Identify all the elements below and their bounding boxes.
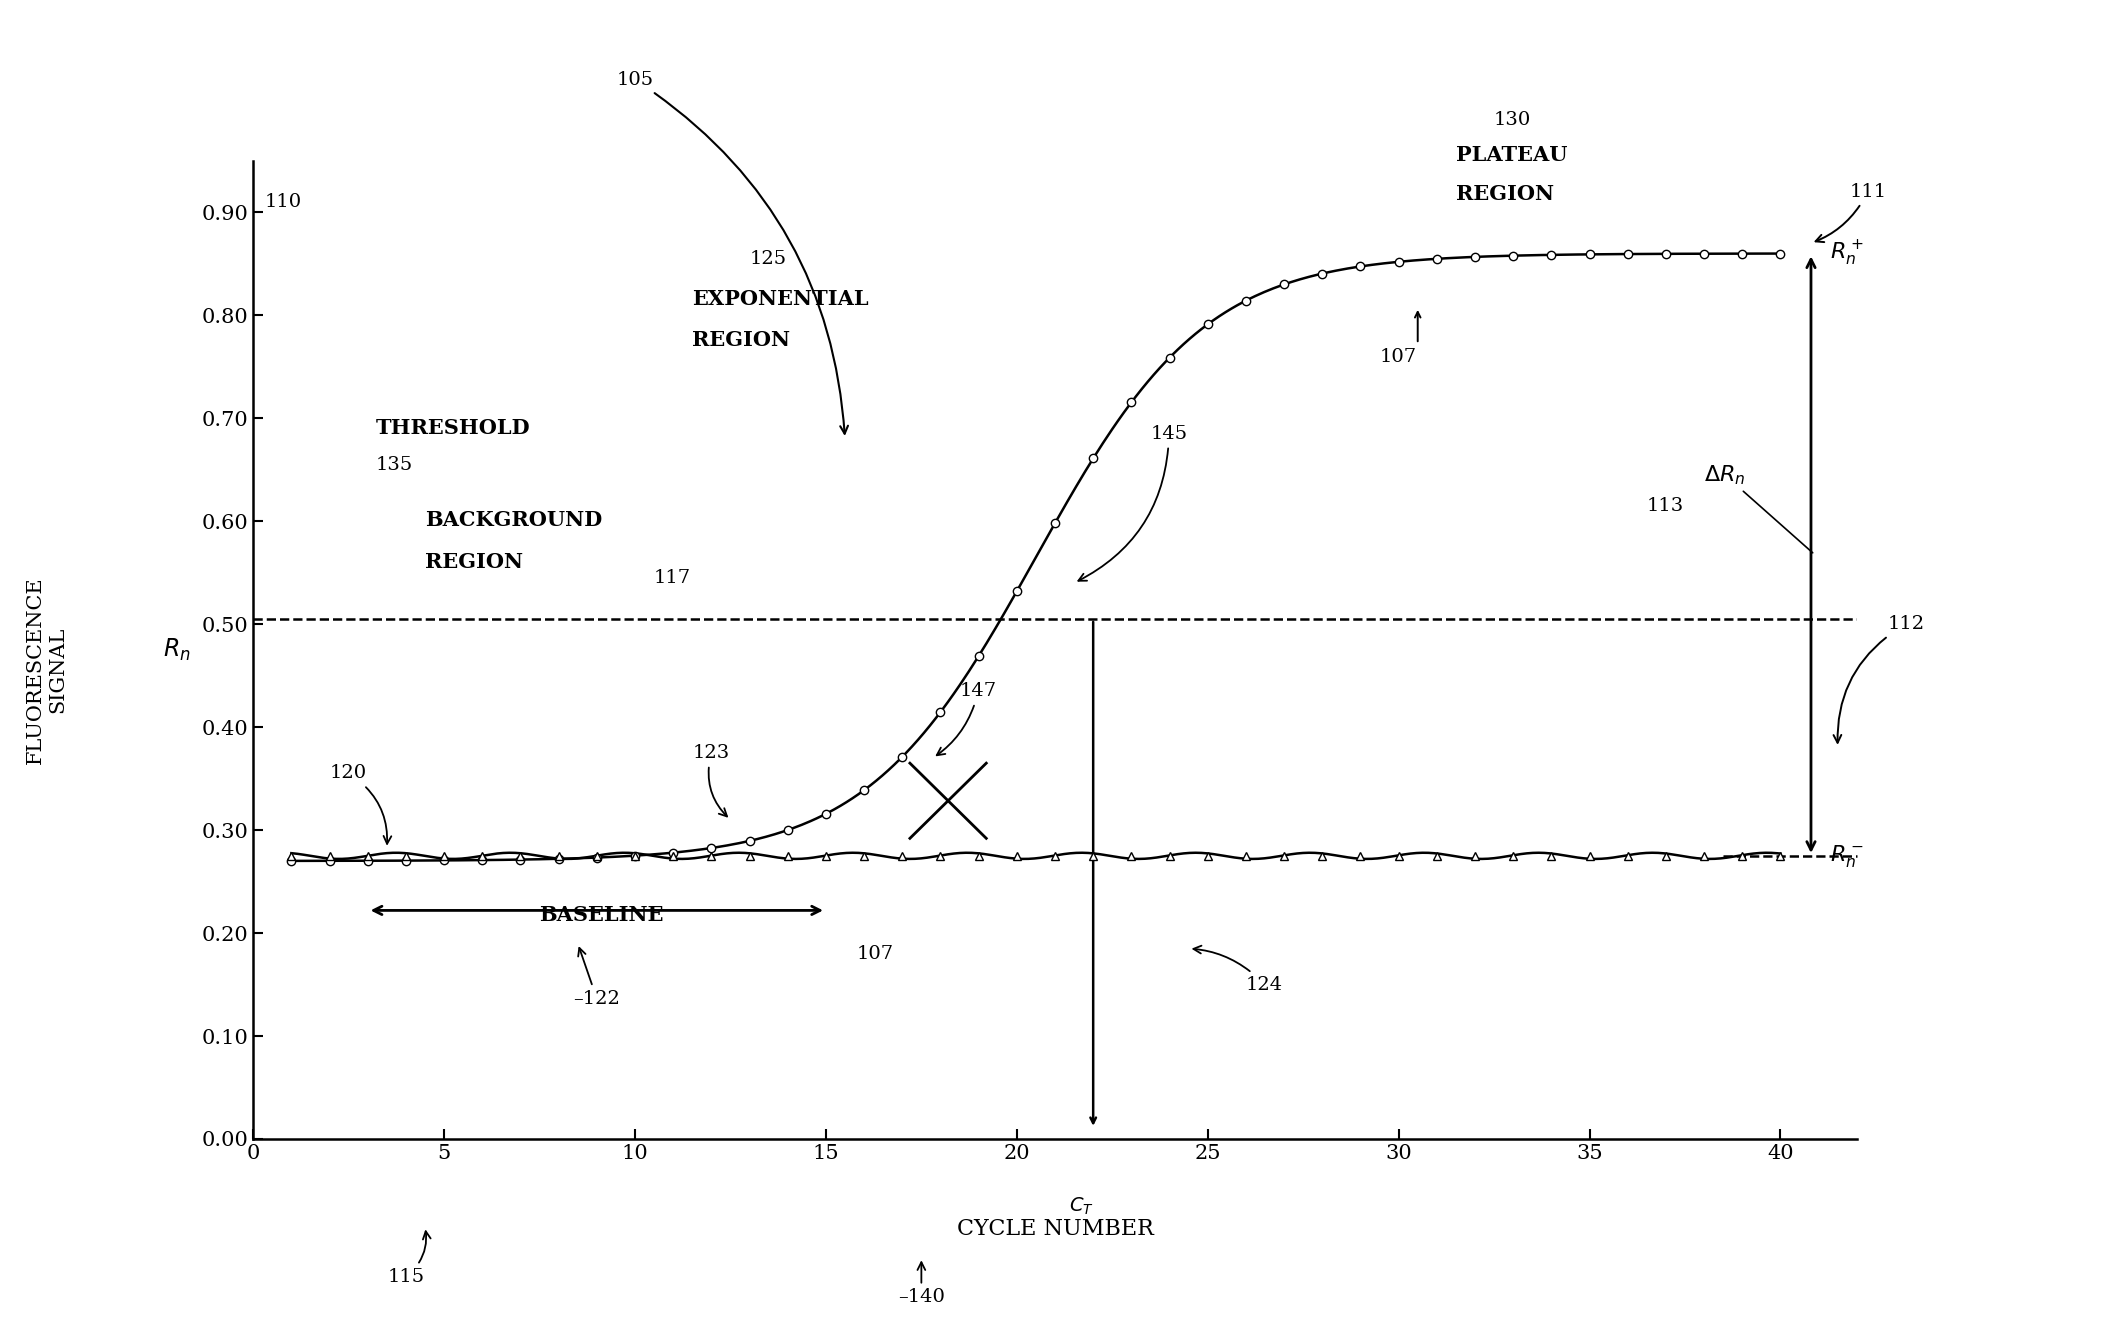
Text: 130: 130 (1494, 111, 1532, 129)
Text: 110: 110 (264, 193, 302, 212)
Text: $R_n^+$: $R_n^+$ (1829, 239, 1863, 268)
Text: FLUORESCENCE
SIGNAL: FLUORESCENCE SIGNAL (25, 576, 68, 764)
Text: 107: 107 (1380, 347, 1416, 366)
Text: 124: 124 (1194, 946, 1283, 994)
Text: THRESHOLD: THRESHOLD (376, 418, 530, 438)
Text: 105: 105 (616, 71, 848, 434)
Text: 135: 135 (376, 456, 414, 474)
Text: 115: 115 (388, 1231, 430, 1285)
Text: 112: 112 (1834, 615, 1924, 742)
Text: 111: 111 (1815, 182, 1886, 243)
Text: 117: 117 (654, 570, 692, 587)
Text: REGION: REGION (1456, 184, 1555, 204)
Text: EXPONENTIAL: EXPONENTIAL (692, 289, 869, 310)
Text: 123: 123 (692, 744, 730, 816)
Text: 125: 125 (749, 249, 787, 268)
Text: $\Delta R_n$: $\Delta R_n$ (1705, 464, 1812, 553)
X-axis label: CYCLE NUMBER: CYCLE NUMBER (956, 1218, 1154, 1241)
Text: 120: 120 (329, 764, 390, 844)
Text: –122: –122 (574, 947, 620, 1008)
Text: 147: 147 (937, 682, 996, 756)
Text: PLATEAU: PLATEAU (1456, 145, 1568, 165)
Text: $R_n^-$: $R_n^-$ (1829, 843, 1863, 868)
Text: REGION: REGION (692, 330, 791, 350)
Text: BASELINE: BASELINE (540, 905, 665, 925)
Text: $C_T$: $C_T$ (1070, 1195, 1095, 1217)
Text: REGION: REGION (424, 552, 523, 572)
Text: BACKGROUND: BACKGROUND (424, 511, 601, 531)
Text: –140: –140 (899, 1262, 945, 1306)
Text: 113: 113 (1646, 497, 1684, 515)
Text: 145: 145 (1078, 425, 1188, 580)
Text: 107: 107 (857, 945, 893, 963)
Y-axis label: $R_n$: $R_n$ (162, 636, 190, 663)
